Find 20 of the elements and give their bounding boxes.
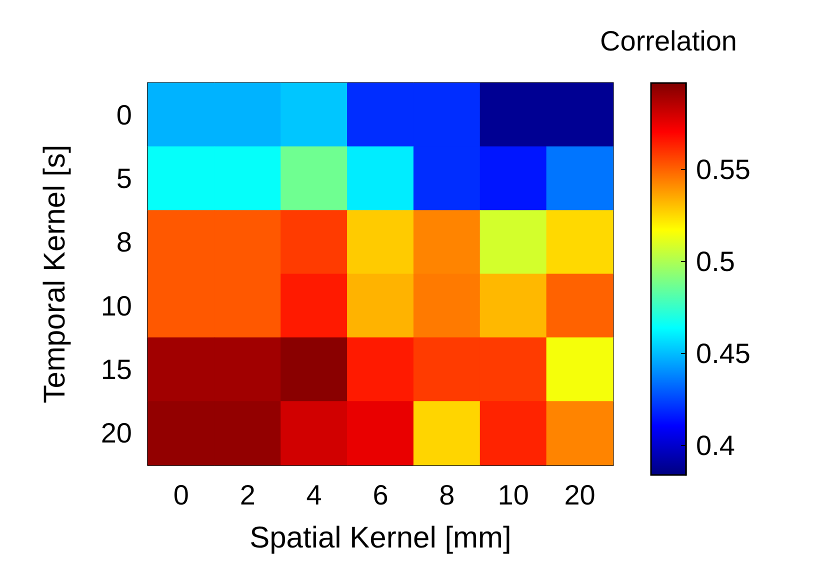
y-axis-title: Temporal Kernel [s] (38, 144, 72, 404)
x-tick-label: 0 (173, 480, 190, 510)
y-tick-label: 8 (116, 226, 132, 258)
color-bar-label: 0.5 (696, 246, 735, 278)
color-bar-label: 0.45 (696, 338, 750, 370)
x-tick-label: 20 (564, 480, 596, 510)
color-bar-title: Correlation (600, 26, 737, 56)
color-bar-label: 0.4 (696, 430, 735, 462)
y-tick-label: 15 (100, 354, 132, 385)
x-tick-label: 2 (240, 480, 256, 510)
y-tick-label: 20 (100, 418, 132, 449)
y-tick-label: 10 (100, 290, 132, 322)
x-tick-label: 8 (439, 480, 455, 510)
x-tick-label: 4 (306, 480, 322, 510)
x-axis-title: Spatial Kernel [mm] (250, 522, 512, 554)
x-tick-label: 6 (372, 480, 388, 510)
x-tick-label: 10 (498, 480, 529, 510)
y-tick-label: 0 (116, 99, 132, 130)
color-bar-label: 0.55 (696, 154, 750, 185)
y-tick-label: 5 (116, 163, 132, 194)
